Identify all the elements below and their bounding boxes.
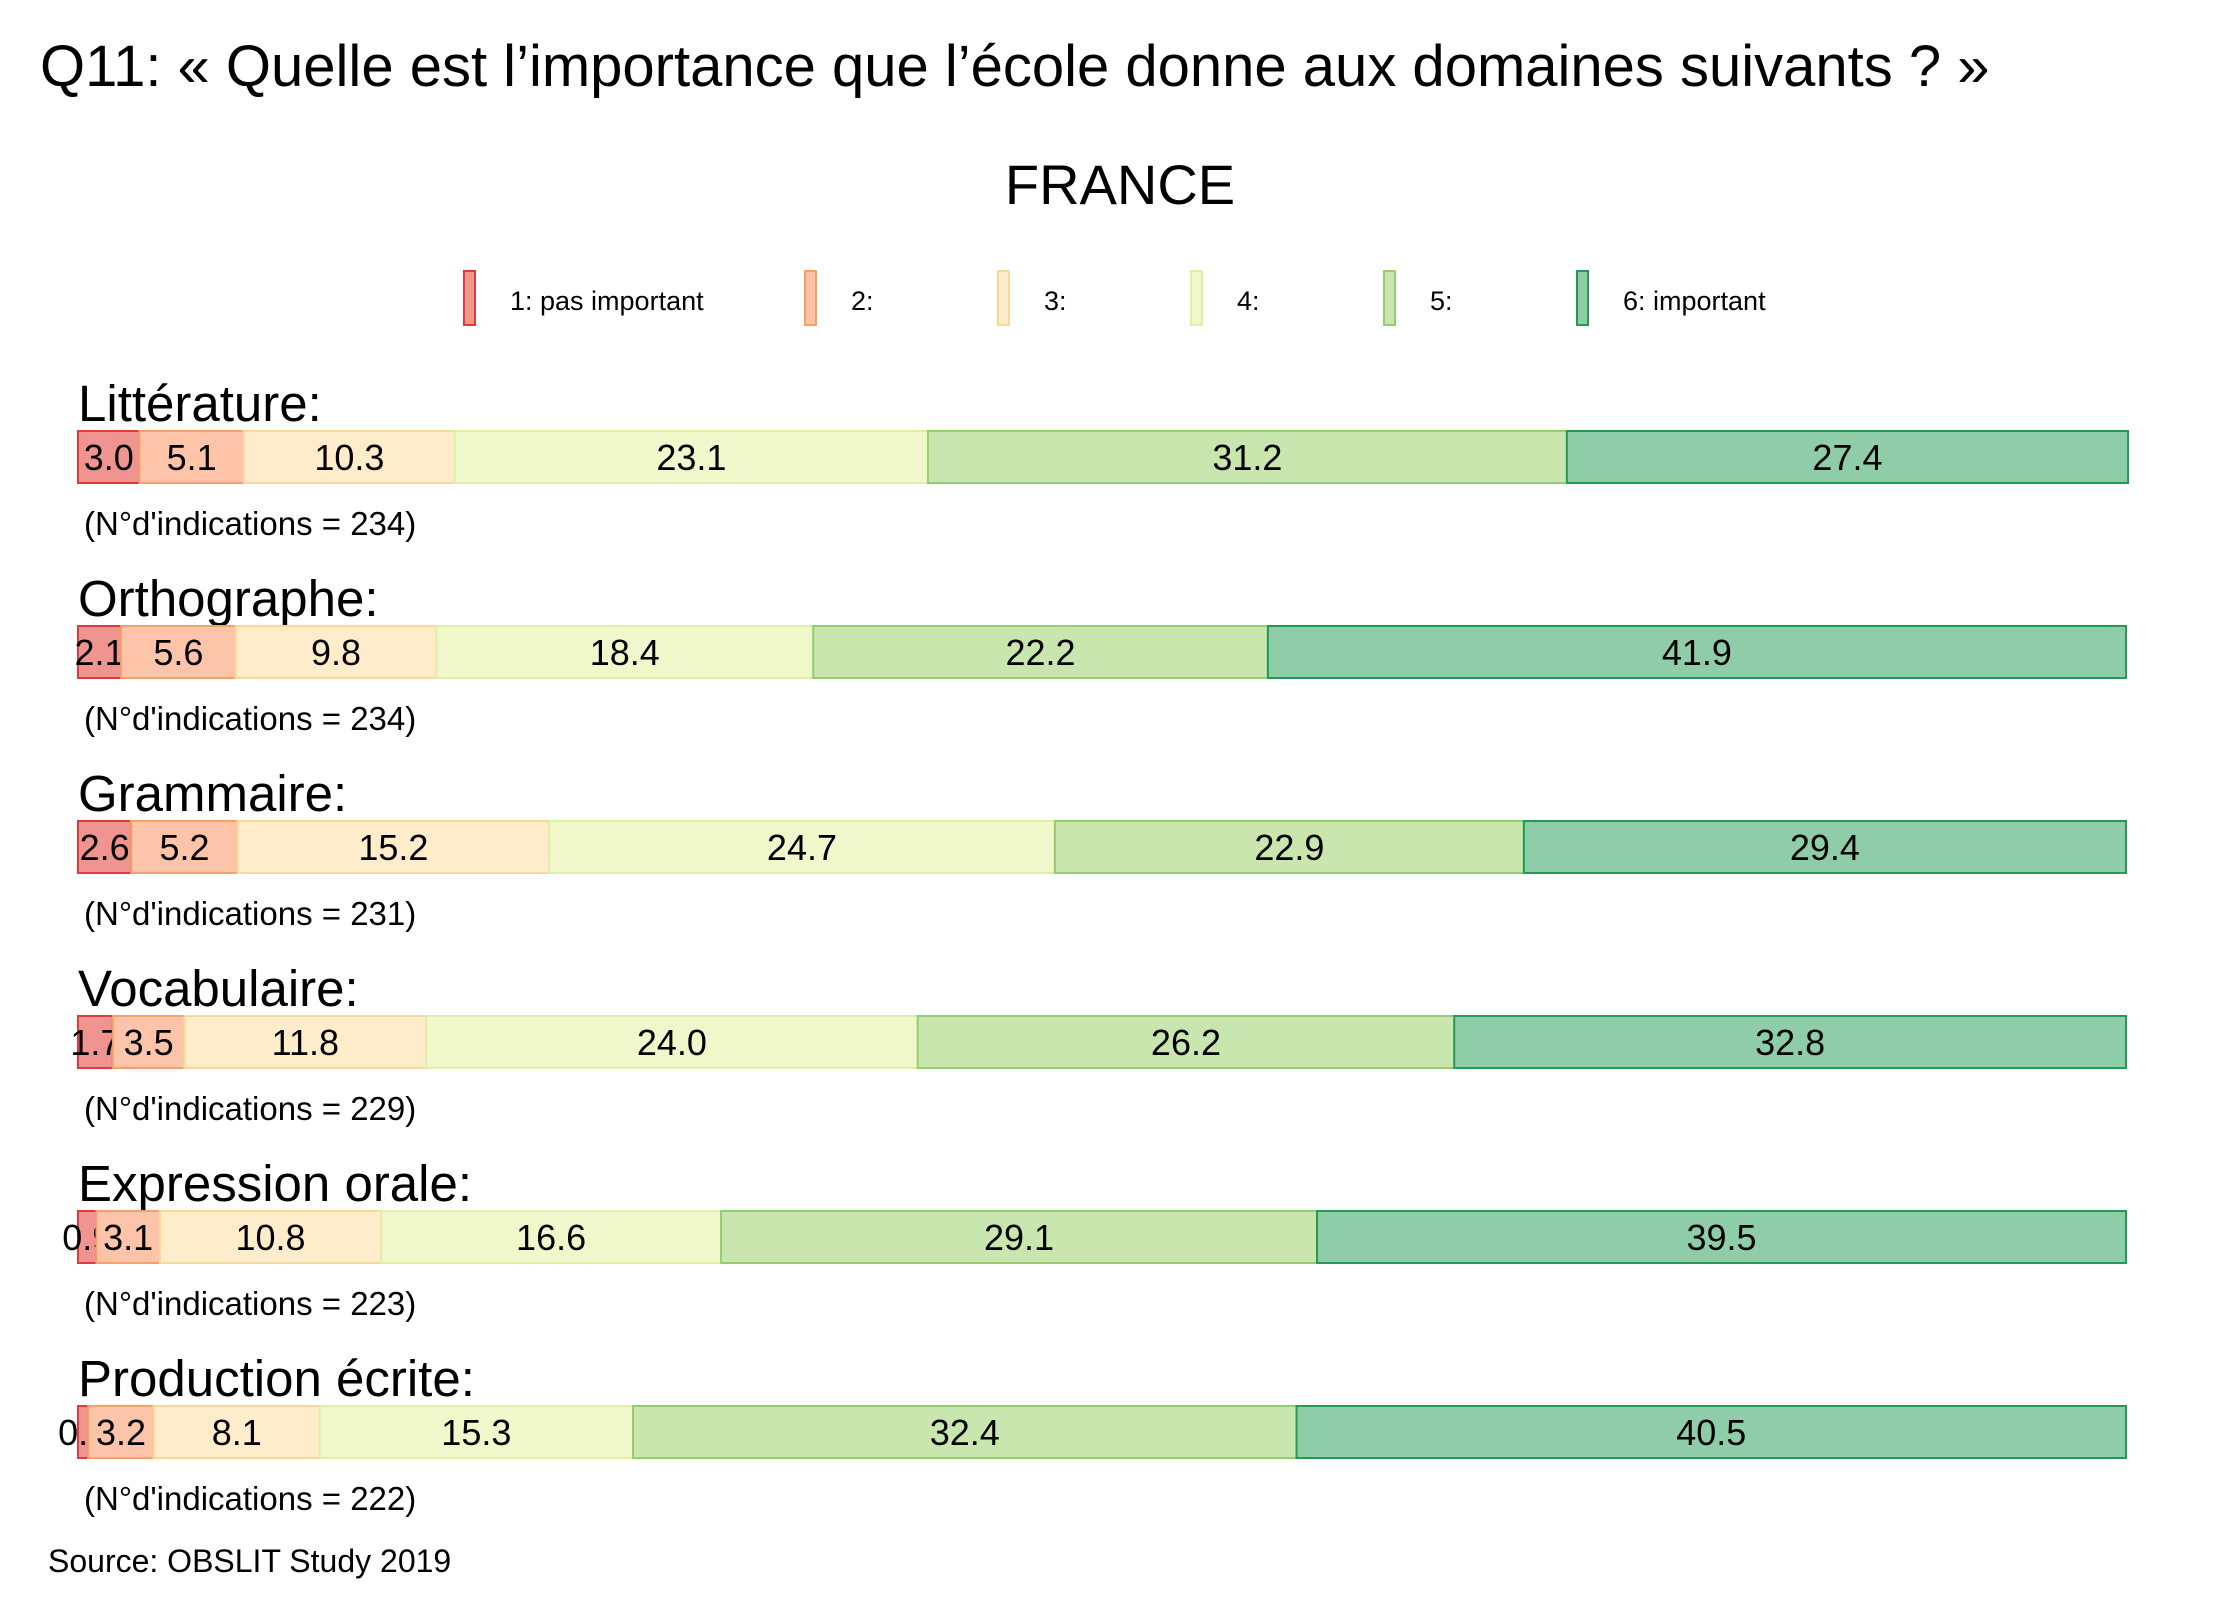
bar-segment-4	[548, 820, 1056, 874]
n-indications-label: (N°d'indications = 223)	[84, 1285, 416, 1322]
value-label-5: 32.4	[930, 1412, 1000, 1453]
bar-segment-5	[720, 1210, 1319, 1264]
value-label-3: 9.8	[311, 632, 361, 673]
value-label-3: 8.1	[212, 1412, 262, 1453]
value-label-6: 29.4	[1790, 827, 1860, 868]
bar-segment-2	[138, 430, 245, 484]
bar-segment-6	[1316, 1210, 2128, 1264]
value-label-5: 22.2	[1006, 632, 1076, 673]
bar-segment-4	[318, 1405, 635, 1459]
category-label: Orthographe:	[78, 570, 379, 627]
n-indications-label: (N°d'indications = 234)	[84, 505, 416, 542]
value-label-3: 15.2	[358, 827, 428, 868]
row-1: Littérature: 3.0 5.1 10.3 23.1 31.2 27.4 (N°d'i…	[77, 375, 2130, 542]
legend-swatch-3	[997, 270, 1010, 326]
legend-swatch-4	[1190, 270, 1203, 326]
bar-segment-5	[1053, 820, 1525, 874]
bar-segment-5	[926, 430, 1568, 484]
legend-swatch-5	[1383, 270, 1396, 326]
legend-label-3: 3:	[1044, 286, 1067, 316]
legend-label-1: 1: pas important	[510, 286, 704, 316]
value-label-6: 39.5	[1686, 1217, 1756, 1258]
bar-segment-1	[77, 430, 141, 484]
legend-swatch-6	[1576, 270, 1589, 326]
bar-segment-6	[1522, 820, 2127, 874]
value-label-2: 5.1	[167, 437, 217, 478]
value-label-5: 26.2	[1151, 1022, 1221, 1063]
value-label-6: 27.4	[1812, 437, 1882, 478]
category-label: Grammaire:	[78, 765, 347, 822]
value-label-4: 24.7	[767, 827, 837, 868]
value-label-6: 41.9	[1662, 632, 1732, 673]
source-note: Source: OBSLIT Study 2019	[48, 1543, 451, 1579]
row-5: Expression orale:0.93.1 10.8 16.6 29.1 39.5(…	[62, 1155, 2128, 1322]
value-label-1: 2.1	[74, 632, 124, 673]
legend-label-5: 5:	[1430, 286, 1453, 316]
row-4: Vocabulaire:1.7 3.5 11.8 24.0 26.2 32.8(N°d'i…	[70, 960, 2127, 1127]
category-label: Littérature:	[78, 375, 322, 432]
value-label-6: 40.5	[1676, 1412, 1746, 1453]
bar-segment-1	[77, 625, 123, 679]
n-indications-label: (N°d'indications = 222)	[84, 1480, 416, 1517]
value-label-1: 3.0	[84, 437, 134, 478]
value-label-2: 5.6	[153, 632, 203, 673]
bar-segment-4	[380, 1210, 723, 1264]
value-label-4: 18.4	[590, 632, 660, 673]
value-label-4: 15.3	[441, 1412, 511, 1453]
row-2: Orthographe: 2.1 5.6 9.8 18.4 22.2 41.9 (N°d'in…	[74, 570, 2127, 737]
bar-segment-2	[120, 625, 237, 679]
bar-segment-3	[183, 1015, 428, 1069]
value-label-2: 3.1	[103, 1217, 153, 1258]
value-label-4: 23.1	[656, 437, 726, 478]
bar-segment-1	[77, 1015, 114, 1069]
bar-segment-6	[1266, 625, 2127, 679]
bar-segment-3	[242, 430, 456, 484]
chart-title: Q11: « Quelle est l’importance que l’éco…	[40, 34, 1990, 99]
value-label-3: 10.8	[235, 1217, 305, 1258]
n-indications-label: (N°d'indications = 234)	[84, 700, 416, 737]
row-6: Production écrite:0.53.2 8.1 15.3 32.4 40.5(…	[58, 1350, 2128, 1517]
value-label-1: 2.6	[80, 827, 130, 868]
bar-segment-5	[916, 1015, 1456, 1069]
value-label-3: 10.3	[314, 437, 384, 478]
legend-label-4: 4:	[1237, 286, 1260, 316]
legend: 1: pas important 2: 3: 4: 5: 6: important	[463, 270, 1766, 326]
category-label: Production écrite:	[78, 1350, 475, 1407]
bar-segment-6	[1565, 430, 2130, 484]
value-label-6: 32.8	[1755, 1022, 1825, 1063]
legend-label-2: 2:	[851, 286, 874, 316]
bar-segment-2	[130, 820, 239, 874]
value-label-2: 5.2	[159, 827, 209, 868]
value-label-2: 3.2	[96, 1412, 146, 1453]
value-label-2: 3.5	[124, 1022, 174, 1063]
category-label: Vocabulaire:	[78, 960, 359, 1017]
value-label-5: 22.9	[1254, 827, 1324, 868]
bar-segment-6	[1453, 1015, 2127, 1069]
chart-subtitle: FRANCE	[1005, 153, 1235, 216]
n-indications-label: (N°d'indications = 231)	[84, 895, 416, 932]
bar-segment-3	[234, 625, 438, 679]
legend-label-6: 6: important	[1623, 286, 1766, 316]
value-label-4: 24.0	[637, 1022, 707, 1063]
bar-segment-1	[77, 820, 133, 874]
bar-segment-6	[1295, 1405, 2128, 1459]
bar-segment-3	[158, 1210, 383, 1264]
value-label-5: 29.1	[984, 1217, 1054, 1258]
n-indications-label: (N°d'indications = 229)	[84, 1090, 416, 1127]
bar-segment-4	[425, 1015, 919, 1069]
row-3: Grammaire: 2.6 5.2 15.2 24.7 22.9 29.4 (N°d'ind…	[77, 765, 2127, 932]
bar-segment-4	[435, 625, 815, 679]
bar-segment-5	[632, 1405, 1298, 1459]
bar-segment-2	[95, 1210, 161, 1264]
legend-swatch-1	[463, 270, 476, 326]
legend-swatch-2	[804, 270, 817, 326]
value-label-4: 16.6	[516, 1217, 586, 1258]
bar-segment-2	[87, 1405, 155, 1459]
value-label-5: 31.2	[1212, 437, 1282, 478]
category-label: Expression orale:	[78, 1155, 472, 1212]
value-label-3: 11.8	[272, 1022, 339, 1063]
chart-rows: Littérature: 3.0 5.1 10.3 23.1 31.2 27.4 (N°d'i…	[58, 375, 2130, 1517]
